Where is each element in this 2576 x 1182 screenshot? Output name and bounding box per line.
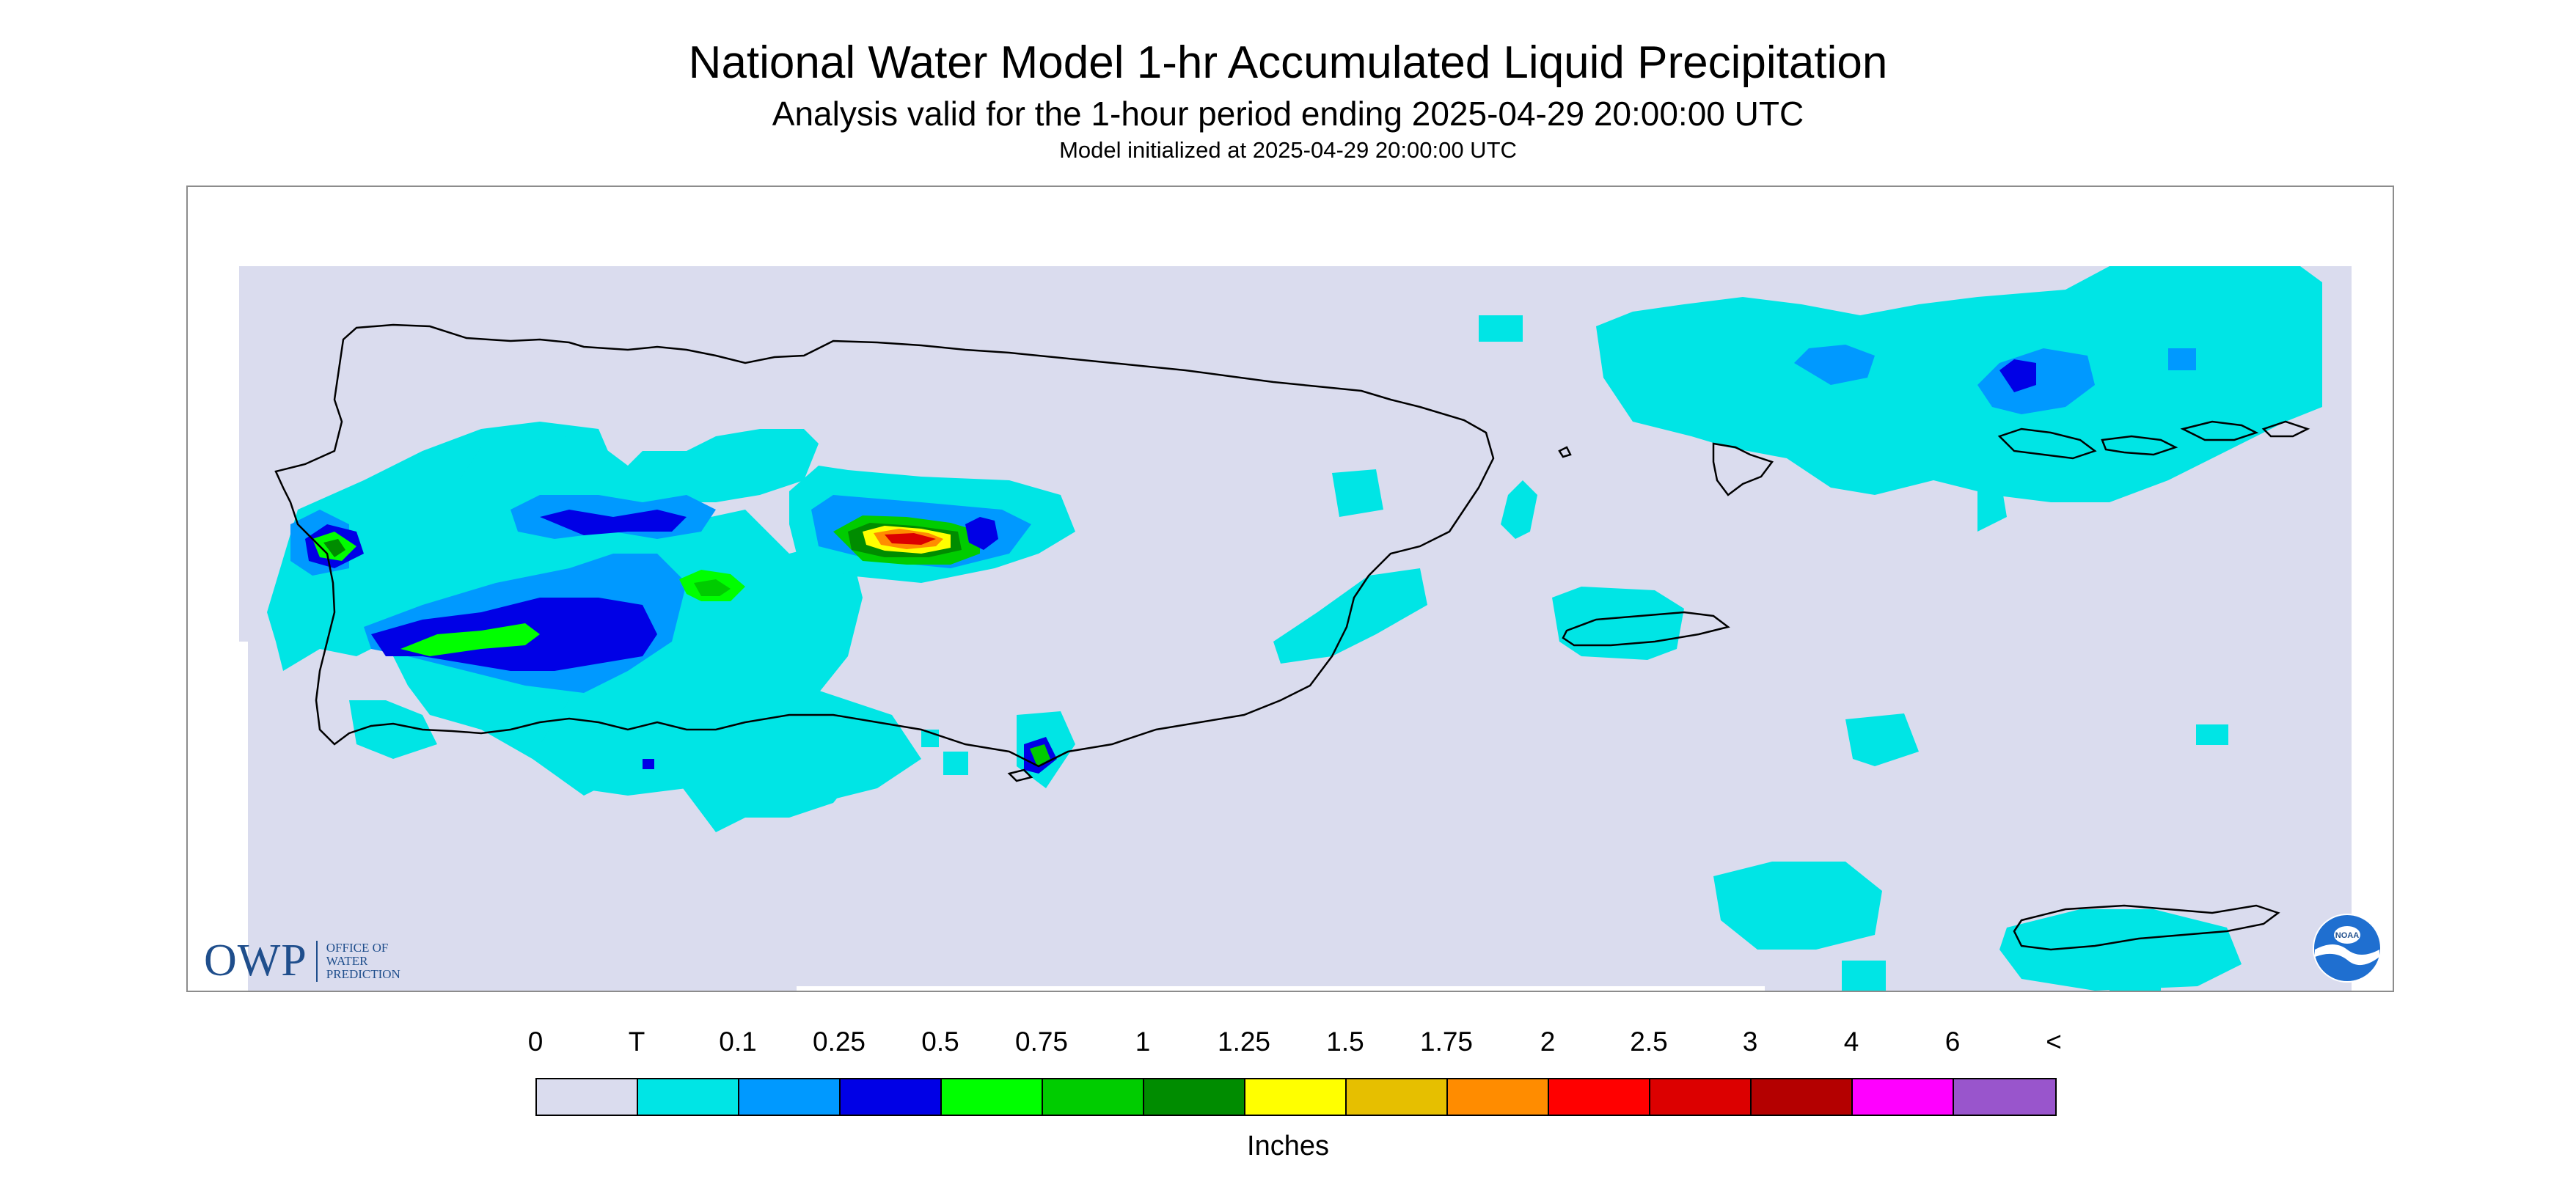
precip-darkgreen-west xyxy=(323,539,345,557)
precip-area-mid-east xyxy=(1845,713,1919,766)
domain-edge-notch xyxy=(239,642,248,991)
legend-tick-label: < xyxy=(2046,1027,2062,1057)
legend-tick-label: 0 xyxy=(527,1027,544,1057)
precip-area-small-5 xyxy=(1842,961,1886,991)
precip-area-culebra-west xyxy=(1501,480,1537,539)
precipitation-map xyxy=(239,266,2352,991)
coastline-st-john xyxy=(2101,435,2178,456)
legend-swatch xyxy=(1043,1079,1144,1115)
legend-swatch xyxy=(841,1079,942,1115)
legend-swatch xyxy=(942,1079,1043,1115)
legend-tick-label: 0.1 xyxy=(719,1027,757,1057)
core-red xyxy=(885,533,936,545)
precip-blue-north xyxy=(540,510,687,535)
coastline-culebra xyxy=(1712,442,1774,496)
coastline-caja-de-muertos xyxy=(1007,768,1033,782)
legend-tick-label: 2.5 xyxy=(1630,1027,1668,1057)
owp-logo-word: WATER xyxy=(326,953,368,968)
owp-logo-word: PREDICTION xyxy=(326,966,400,981)
coastline-st-thomas xyxy=(1997,427,2097,460)
legend-units-label: Inches xyxy=(1247,1131,1329,1161)
precip-area-south-east-1 xyxy=(1713,862,1882,950)
map-title: National Water Model 1-hr Accumulated Li… xyxy=(688,37,1888,88)
precip-darkgreen-north xyxy=(694,579,731,596)
domain-bottom-gap xyxy=(797,986,1765,991)
coastlines xyxy=(274,323,2310,951)
legend-tick-label: 1 xyxy=(1135,1027,1151,1057)
map-subtitle: Analysis valid for the 1-hour period end… xyxy=(772,95,1804,133)
legend-tick-label: 6 xyxy=(1944,1027,1961,1057)
legend-swatch xyxy=(1144,1079,1245,1115)
precip-blue-small xyxy=(643,759,654,769)
precip-green-ponce xyxy=(1030,744,1050,766)
owp-logo-words: OFFICE OF WATER PREDICTION xyxy=(326,941,400,981)
legend-tick-label: 1.5 xyxy=(1326,1027,1364,1057)
precip-area-northeast-dot xyxy=(1332,469,1383,517)
legend-swatch xyxy=(1549,1079,1650,1115)
precip-area-small-1 xyxy=(943,752,968,775)
precip-lightblue-small xyxy=(2168,348,2196,370)
model-init-line: Model initialized at 2025-04-29 20:00:00… xyxy=(1059,137,1517,163)
precip-area-small-4 xyxy=(2196,724,2228,745)
precip-intense-core xyxy=(833,515,998,565)
precip-lightblue-ne xyxy=(1794,345,1875,385)
legend-tick-label: 0.25 xyxy=(812,1027,866,1057)
legend-swatch xyxy=(1448,1079,1549,1115)
owp-logo-word: OFFICE OF xyxy=(326,940,389,955)
precip-area-southwest xyxy=(349,700,437,759)
legend-tick-label: 0.75 xyxy=(1014,1027,1069,1057)
legend-tick-label: T xyxy=(628,1027,645,1057)
coastline-st-croix xyxy=(2013,904,2280,951)
legend-tick-label: 1.25 xyxy=(1217,1027,1271,1057)
noaa-logo-text: NOAA xyxy=(2335,931,2359,940)
legend-swatch xyxy=(1853,1079,1954,1115)
noaa-logo: NOAA xyxy=(2313,914,2382,983)
legend-colorbar xyxy=(535,1078,2057,1116)
precip-area-tortola-drop xyxy=(1977,473,2007,532)
precip-area-anegada-west xyxy=(1661,310,1683,331)
precip-area-small-6 xyxy=(2110,950,2161,991)
legend-swatch xyxy=(1650,1079,1752,1115)
precip-area-south-coast xyxy=(716,744,863,818)
legend-swatch xyxy=(1954,1079,2055,1115)
legend-swatch xyxy=(1347,1079,1448,1115)
precip-blue-vi xyxy=(1999,359,2036,392)
precip-area-virgin-islands xyxy=(1596,266,2322,502)
legend-tick-label: 1.75 xyxy=(1419,1027,1474,1057)
owp-logo-divider xyxy=(315,940,318,982)
coastline-small-islet xyxy=(1558,446,1572,458)
coastline-tortola xyxy=(2180,420,2259,441)
legend-swatch xyxy=(1245,1079,1347,1115)
legend-tick-label: 0.5 xyxy=(921,1027,959,1057)
precip-legend: 0 T 0.1 0.25 0.5 0.75 1 1.25 1.5 1.75 2 2.5 3 4 6 < Inc… xyxy=(0,1027,2576,1182)
precip-area-small-3 xyxy=(1479,315,1523,342)
legend-tick-label: 3 xyxy=(1742,1027,1758,1057)
precip-green-band xyxy=(400,623,540,656)
legend-swatch xyxy=(537,1079,638,1115)
legend-swatch xyxy=(638,1079,739,1115)
precip-area-north-band xyxy=(459,429,819,510)
legend-swatch xyxy=(1752,1079,1853,1115)
coastline-vieques xyxy=(1562,611,1730,647)
legend-tick-label: 4 xyxy=(1843,1027,1859,1057)
owp-logo: OWP OFFICE OF WATER PREDICTION xyxy=(204,935,400,987)
core-blue-edge xyxy=(965,517,998,550)
precip-green-areas xyxy=(312,532,1050,766)
precip-area-vieques xyxy=(1552,587,1684,660)
coastline-puerto-rico xyxy=(274,323,1495,768)
coastline-bvi-east xyxy=(2261,420,2310,438)
legend-tick-label: 2 xyxy=(1540,1027,1556,1057)
map-panel: OWP OFFICE OF WATER PREDICTION NOAA xyxy=(186,186,2394,992)
owp-logo-letters: OWP xyxy=(204,936,307,985)
legend-swatch xyxy=(739,1079,841,1115)
